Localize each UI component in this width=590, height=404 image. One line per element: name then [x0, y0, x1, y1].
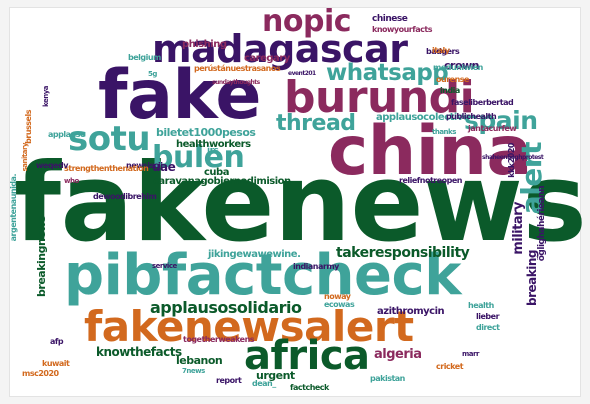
- word-kenya: kenya: [42, 86, 50, 107]
- word-marr: marr: [462, 350, 479, 358]
- word-meduniwien: meduniwien: [433, 63, 483, 72]
- word-italy: italy: [432, 46, 450, 55]
- word-reliefnotreopen: relief​notreopen: [399, 176, 463, 185]
- word-phishing: phishing: [182, 39, 227, 50]
- word-azithromycin: azithromycin: [377, 306, 445, 317]
- word-kuwait: kuwait: [42, 359, 70, 368]
- word-military: military: [511, 202, 526, 255]
- word-lebanon: lebanon: [176, 354, 223, 367]
- word-shaheenbaghprotest: shaheenbaghprotest: [482, 154, 544, 161]
- word-madagascar: madagascar: [152, 27, 408, 71]
- word-biletet1000pesos: biletet1000pesos: [156, 126, 256, 139]
- word-who: who: [64, 177, 79, 185]
- word-caregary: caregary: [244, 53, 290, 64]
- word-irs: irs: [207, 146, 219, 156]
- word-thread: thread: [276, 111, 356, 136]
- word-takeresponsibility: takeresponsibility: [336, 245, 470, 261]
- word-breakingnews: breakingnews: [35, 216, 48, 297]
- word-togetherweakens: togetherweakens: [183, 335, 255, 344]
- word-uae: uae: [152, 160, 176, 174]
- word-healthworkers: healthworkers: [176, 139, 251, 150]
- word-indianarmy: indianarmy: [293, 262, 339, 271]
- word-pibfactcheck: pibfactcheck: [64, 243, 461, 308]
- word-badgers: badgers: [426, 47, 460, 56]
- word-lieber: lieber: [476, 312, 500, 321]
- word-newsiscii: newsiscii.: [126, 161, 166, 170]
- word-sanitary: sanitary: [21, 143, 29, 172]
- word-belgium: belgium: [128, 53, 161, 62]
- word-applausosolidario: applausosolidario: [150, 298, 302, 317]
- word-thanks: thanks: [432, 128, 456, 136]
- word-burundi: burundi: [284, 72, 475, 123]
- word-jantacurfew: jantacurfew: [468, 124, 517, 133]
- word-publichealth: publichealth: [446, 112, 497, 121]
- word-jikingewawewine: jikingewawewine.: [208, 249, 301, 260]
- word-cricket: cricket: [436, 362, 464, 371]
- word-chinese: chinese: [372, 14, 408, 24]
- word-dean: dean_: [252, 379, 276, 388]
- word-algeria: algeria: [374, 347, 422, 362]
- word-direct: direct: [476, 323, 500, 332]
- word-afp: afp: [50, 337, 64, 346]
- word-china: china: [328, 112, 532, 191]
- word-health: health: [468, 301, 494, 310]
- word-service: service: [152, 262, 177, 270]
- word-knowthefacts: knowthefacts: [96, 345, 182, 359]
- word-fakenewsalert: fakenewsalert: [84, 302, 414, 351]
- word-sundaythoughts: sundaythoughts: [212, 79, 260, 86]
- word-fake: fake: [98, 56, 262, 135]
- word-event201: event201: [288, 70, 316, 77]
- word-whatsapp: whatsapp: [326, 60, 449, 86]
- word-5g: 5g: [148, 70, 157, 78]
- word-7news: 7news: [182, 367, 205, 375]
- word-crown: crown: [444, 59, 480, 72]
- word-strengthenthenation: strengthenthenation: [64, 164, 149, 173]
- word-argentenaunida: argentenaunida.: [9, 174, 18, 242]
- word-bulen: bulen: [152, 140, 245, 175]
- word-nopic: nopic: [262, 4, 352, 39]
- word-fakenews: fakenews: [14, 141, 587, 266]
- word-sotu: sotu: [68, 119, 151, 159]
- word-dewoodibrehim: dewoodibrehim: [93, 192, 157, 201]
- word-noway: noway: [324, 292, 351, 301]
- word-india: india: [440, 86, 460, 95]
- word-oglighaherieann: öglighahérieann: [537, 186, 547, 262]
- word-factcheck: factcheck: [290, 383, 329, 392]
- word-faseliberbertad: faseliberbertad: [451, 98, 514, 107]
- word-africa: africa: [244, 333, 370, 379]
- word-caravanagobiernodimision: caravanagobiernodimision: [153, 176, 291, 187]
- word-urgent: urgent: [256, 369, 295, 382]
- word-applause: applause: [48, 130, 85, 139]
- word-report: report: [216, 376, 242, 385]
- word-applausocolective: applausocolective: [376, 112, 470, 123]
- word-spain: spain: [464, 106, 538, 135]
- word-ecowas: ecowas: [324, 300, 355, 309]
- word-ourense: ourense: [436, 75, 469, 84]
- word-cloud-frame: [9, 7, 581, 397]
- word-cuba: cuba: [204, 167, 229, 178]
- word-perustanuestrasanos: perústánuestrasanos: [194, 64, 281, 73]
- word-knowyourfacts: knowyourfacts: [372, 25, 432, 34]
- word-msc2020: msc2020: [22, 369, 59, 378]
- word-brussels: brussels: [24, 110, 33, 144]
- word-pakistan: pakistan: [370, 374, 405, 383]
- word-weqedv: weqedv: [36, 161, 68, 170]
